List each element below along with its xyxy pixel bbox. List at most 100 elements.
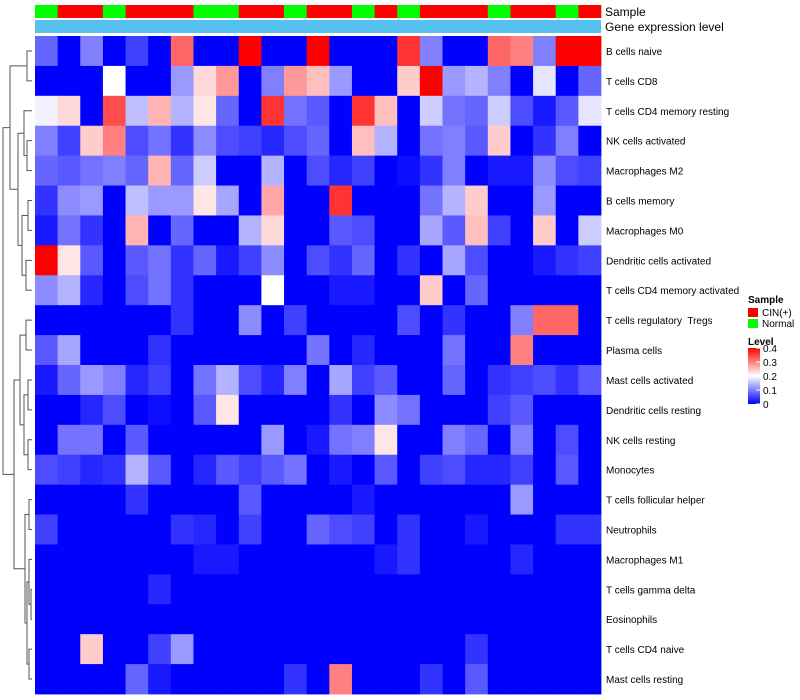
level-legend-tick-label: 0.2 (763, 372, 777, 383)
heatmap-cell (578, 215, 602, 246)
heatmap-cell (374, 215, 398, 246)
heatmap-cell (374, 574, 398, 605)
heatmap-cell (35, 275, 59, 306)
heatmap-cell (193, 185, 217, 216)
heatmap-cell (419, 335, 443, 366)
heatmap-cell (193, 125, 217, 157)
heatmap-cell (284, 275, 308, 306)
heatmap-cell (125, 514, 149, 545)
sample-legend-swatch (748, 308, 758, 317)
heatmap-cell (125, 275, 149, 306)
sample-annotation-cell (193, 5, 217, 18)
heatmap-cell (397, 454, 421, 486)
row-label: Macrophages M0 (606, 226, 684, 237)
heatmap-cell (306, 95, 330, 127)
heatmap-cell (465, 36, 489, 67)
dendrogram-link (25, 259, 32, 291)
heatmap-cell (578, 305, 602, 336)
heatmap-cell (533, 514, 557, 545)
heatmap-cell (578, 155, 602, 186)
heatmap-cell (238, 335, 262, 366)
heatmap-cell (555, 335, 579, 366)
heatmap-cell (125, 215, 149, 246)
heatmap-cell (329, 365, 353, 396)
heatmap-cell (35, 664, 59, 695)
heatmap-cell (510, 65, 534, 97)
heatmap-cell (238, 514, 262, 545)
heatmap-cell (35, 125, 59, 157)
heatmap-cell (57, 454, 81, 486)
heatmap-cell (419, 365, 443, 396)
heatmap-cell (555, 275, 579, 306)
heatmap-cell (80, 454, 104, 486)
heatmap-cell (374, 424, 398, 456)
dendrogram-link (2, 127, 14, 475)
heatmap-cell (487, 185, 511, 216)
heatmap-cell (510, 185, 534, 216)
heatmap-cell (419, 305, 443, 336)
heatmap-cell (533, 65, 557, 97)
heatmap-cell (397, 275, 421, 306)
heatmap-cell (261, 36, 285, 67)
heatmap-cell (80, 245, 104, 276)
heatmap-cell (329, 245, 353, 276)
dendrogram-link (27, 200, 32, 231)
heatmap-cell (148, 185, 172, 216)
heatmap-cell (397, 604, 421, 635)
heatmap-cell (261, 365, 285, 396)
heatmap-cell (306, 65, 330, 97)
heatmap-cell (238, 394, 262, 426)
heatmap-cell (351, 454, 375, 486)
heatmap-cell (419, 454, 443, 486)
heatmap-cell (465, 484, 489, 515)
heatmap-cell (442, 36, 466, 67)
heatmap-cell (261, 544, 285, 575)
heatmap-cell (193, 424, 217, 456)
heatmap-cell (487, 245, 511, 276)
row-label: NK cells resting (606, 436, 675, 447)
heatmap-cell (170, 305, 194, 336)
heatmap-cell (465, 155, 489, 186)
row-label: B cells naive (606, 47, 663, 58)
heatmap-cell (216, 664, 240, 695)
heatmap-cell (148, 215, 172, 246)
heatmap-cell (578, 634, 602, 665)
heatmap-cell (329, 275, 353, 306)
heatmap-cell (533, 574, 557, 605)
row-label: Macrophages M2 (606, 167, 684, 178)
heatmap-cell (170, 514, 194, 545)
sample-annotation-cell (102, 5, 126, 18)
heatmap-cell (374, 305, 398, 336)
row-label: T cells regulatory Tregs (606, 316, 713, 327)
heatmap-cell (510, 394, 534, 426)
heatmap-cell (216, 514, 240, 545)
annotation-bars (35, 5, 602, 33)
sample-legend-swatch (748, 319, 758, 328)
heatmap-cell (533, 125, 557, 157)
heatmap-cell (261, 65, 285, 97)
heatmap-cell (555, 604, 579, 635)
heatmap-cell (487, 664, 511, 695)
heatmap-cell (193, 484, 217, 515)
dendrogram-link (27, 439, 32, 471)
heatmap-cell (193, 335, 217, 366)
dendrogram-link (30, 588, 32, 620)
heatmap-cell (351, 245, 375, 276)
heatmap-cell (555, 424, 579, 456)
heatmap-cell (374, 664, 398, 695)
heatmap-cell (261, 245, 285, 276)
heatmap-cell (193, 394, 217, 426)
heatmap-cell (170, 125, 194, 157)
heatmap-cell (351, 215, 375, 246)
heatmap-cell (306, 394, 330, 426)
heatmap-cell (170, 664, 194, 695)
heatmap-cell (284, 95, 308, 127)
heatmap-cell (35, 484, 59, 515)
heatmap-cell (148, 424, 172, 456)
heatmap-cell (487, 36, 511, 67)
heatmap-cell (442, 634, 466, 665)
heatmap-cell (510, 275, 534, 306)
heatmap-cell (284, 185, 308, 216)
heatmap-cell (487, 394, 511, 426)
heatmap-cell (487, 365, 511, 396)
